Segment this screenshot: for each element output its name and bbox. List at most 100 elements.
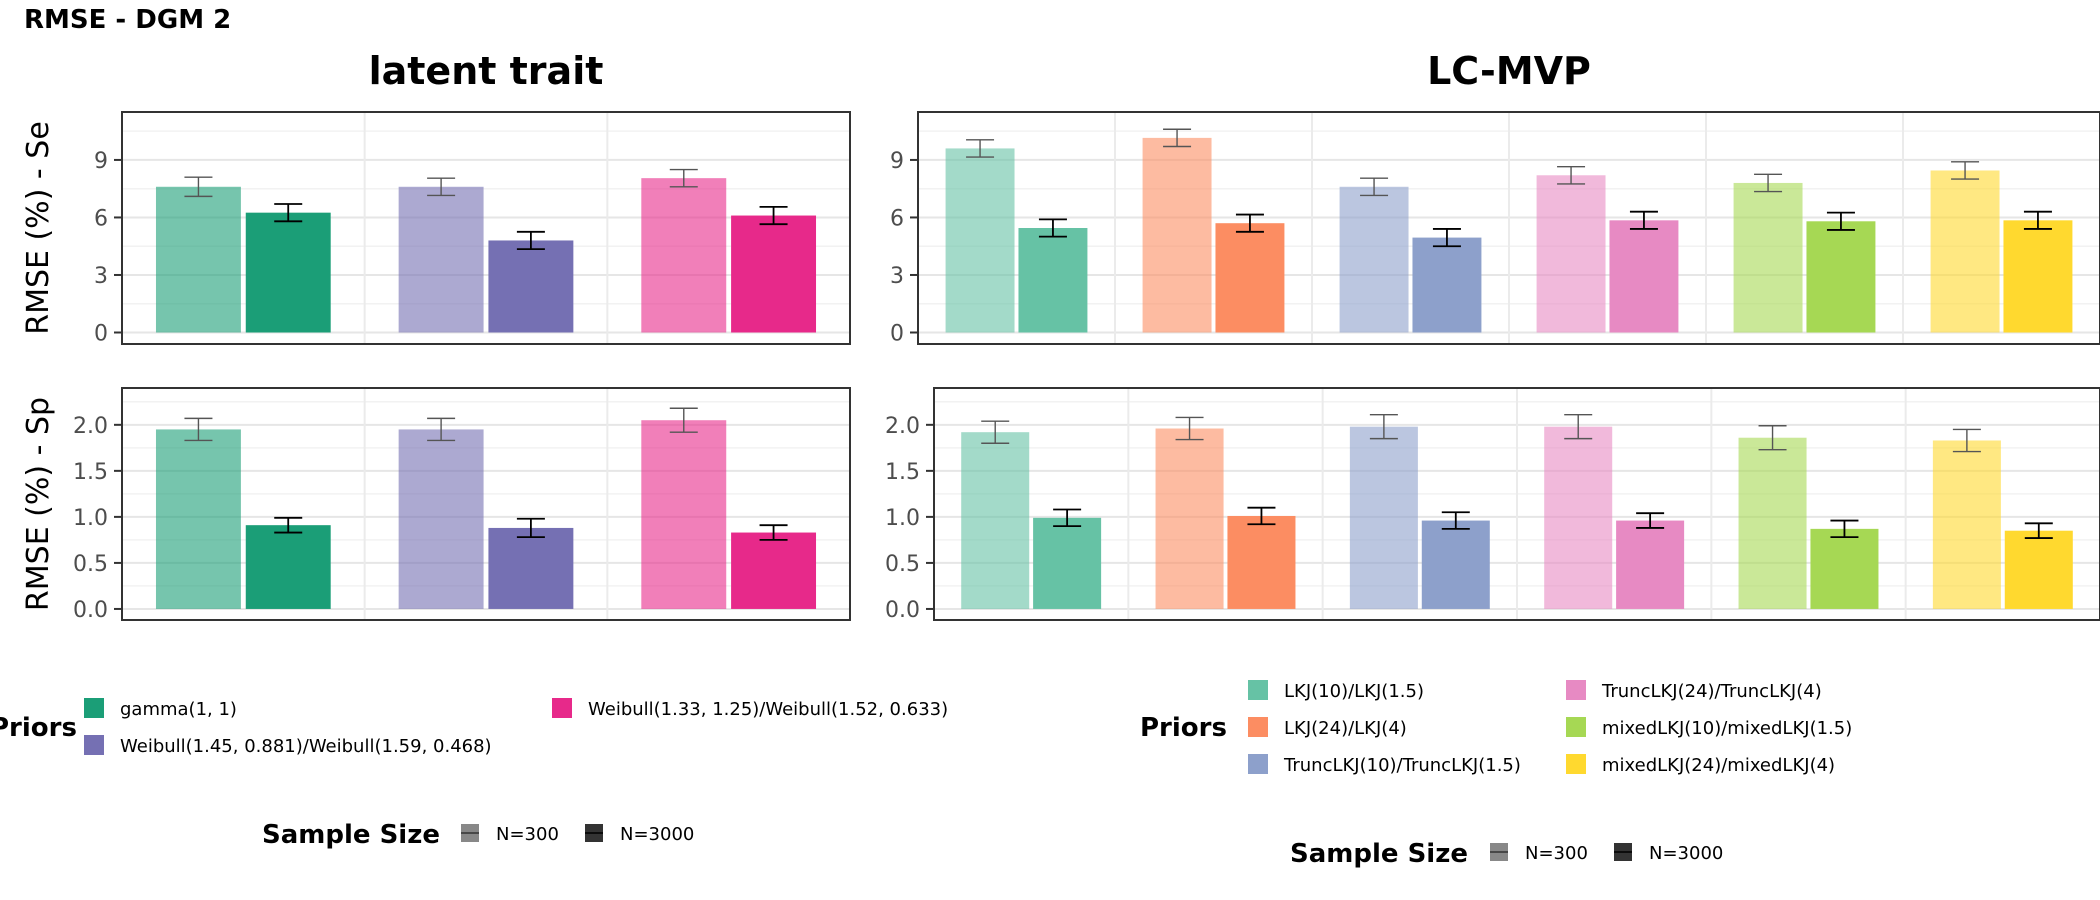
legend-item-label: LKJ(24)/LKJ(4): [1284, 718, 1407, 739]
bar: [731, 532, 817, 609]
legend-item-label: mixedLKJ(24)/mixedLKJ(4): [1602, 755, 1835, 776]
bar: [488, 240, 574, 333]
bar: [1412, 237, 1482, 333]
y-tick-label: 0.0: [73, 598, 108, 623]
legend-swatch: [1248, 717, 1268, 737]
panel-2: 0 3 6 9 LC-MVP: [890, 49, 2100, 346]
bar: [1215, 223, 1285, 333]
bar: [1810, 528, 1879, 609]
legend-item-label: mixedLKJ(10)/mixedLKJ(1.5): [1602, 718, 1852, 739]
bar: [1155, 428, 1224, 609]
bar: [641, 178, 727, 333]
y-tick-label: 3: [890, 264, 904, 289]
sample-size-title: Sample Size: [1290, 839, 1468, 869]
y-tick-label: 0.5: [885, 552, 920, 577]
bar: [245, 212, 331, 333]
legend-swatch: [84, 735, 104, 755]
bar: [1018, 228, 1088, 333]
bar: [1349, 426, 1418, 609]
sample-size-label: N=300: [496, 824, 559, 845]
bar: [2004, 530, 2073, 609]
panel-border: [917, 111, 2100, 345]
bar: [1733, 182, 1803, 333]
panel-3: 0.0 0.5 1.0 1.5 2.0 RMSE (%) - Sp: [21, 387, 851, 623]
bar: [1227, 515, 1296, 609]
y-tick-label: 1.5: [73, 460, 108, 485]
panel-border: [121, 111, 851, 345]
panel-4: 0.0 0.5 1.0 1.5 2.0: [885, 387, 2100, 623]
legend-swatch: [552, 698, 572, 718]
bar: [961, 432, 1030, 609]
legend-title: Priors: [0, 713, 77, 743]
legend-title: Priors: [1140, 713, 1227, 743]
legend-item-label: Weibull(1.33, 1.25)/Weibull(1.52, 0.633): [588, 699, 948, 720]
bar: [641, 420, 727, 609]
bar: [155, 429, 241, 609]
bar: [398, 429, 484, 609]
bar: [1421, 520, 1490, 609]
y-tick-label: 0.0: [885, 598, 920, 623]
y-tick-label: 9: [94, 149, 108, 174]
legend-left: Priors gamma(1, 1) Weibull(1.45, 0.881)/We…: [0, 698, 948, 850]
legends: Priors gamma(1, 1) Weibull(1.45, 0.881)/We…: [0, 680, 1852, 869]
legend-item-label: TruncLKJ(24)/TruncLKJ(4): [1601, 681, 1822, 702]
bar: [1339, 186, 1409, 333]
y-tick-label: 6: [890, 206, 904, 231]
y-axis-label: RMSE (%) - Se: [21, 121, 56, 335]
panel-title: latent trait: [369, 49, 604, 93]
panel-border: [121, 387, 851, 621]
bar: [1616, 520, 1685, 609]
legend-swatch: [1566, 680, 1586, 700]
bar: [2003, 220, 2073, 333]
legend-item-label: LKJ(10)/LKJ(1.5): [1284, 681, 1424, 702]
figure-title: RMSE - DGM 2: [24, 5, 231, 35]
y-tick-label: 1.5: [885, 460, 920, 485]
sample-size-title: Sample Size: [262, 820, 440, 850]
bar: [155, 186, 241, 333]
sample-size-label: N=300: [1525, 843, 1588, 864]
legend-item-label: TruncLKJ(10)/TruncLKJ(1.5): [1283, 755, 1521, 776]
panel-1: 0 3 6 9 latent trait RMSE (%) - Se: [21, 49, 851, 346]
bar: [1536, 175, 1606, 333]
legend-swatch: [1248, 754, 1268, 774]
bar: [1033, 517, 1102, 609]
legend-item-label: Weibull(1.45, 0.881)/Weibull(1.59, 0.468…: [120, 736, 492, 757]
y-axis-label: RMSE (%) - Sp: [21, 397, 56, 611]
panel-border: [933, 387, 2100, 621]
sample-size-label: N=3000: [620, 824, 694, 845]
bar: [1930, 170, 2000, 333]
y-tick-label: 0: [94, 321, 108, 346]
bar: [945, 148, 1015, 333]
y-tick-label: 0: [890, 321, 904, 346]
panel-background: [122, 112, 850, 344]
legend-swatch: [1248, 680, 1268, 700]
y-tick-label: 0.5: [73, 552, 108, 577]
legend-swatch: [84, 698, 104, 718]
legend-right: Priors LKJ(10)/LKJ(1.5) LKJ(24)/LKJ(4) Trun…: [1140, 680, 1852, 869]
legend-swatch: [1566, 717, 1586, 737]
bar: [488, 527, 574, 609]
bar: [1932, 440, 2001, 609]
legend-item-label: gamma(1, 1): [120, 699, 237, 720]
sample-size-label: N=3000: [1649, 843, 1723, 864]
y-tick-label: 9: [890, 149, 904, 174]
panel-background: [122, 388, 850, 620]
bar: [731, 215, 817, 333]
y-tick-label: 2.0: [885, 414, 920, 439]
bar: [1738, 437, 1807, 609]
y-tick-label: 1.0: [73, 506, 108, 531]
bar: [1806, 221, 1876, 333]
y-tick-label: 6: [94, 206, 108, 231]
y-tick-label: 3: [94, 264, 108, 289]
bar: [245, 525, 331, 609]
bar: [1142, 137, 1212, 333]
bar: [1544, 426, 1613, 609]
bar: [398, 186, 484, 333]
bar: [1609, 220, 1679, 333]
y-tick-label: 2.0: [73, 414, 108, 439]
legend-swatch: [1566, 754, 1586, 774]
panel-title: LC-MVP: [1427, 49, 1591, 93]
y-tick-label: 1.0: [885, 506, 920, 531]
